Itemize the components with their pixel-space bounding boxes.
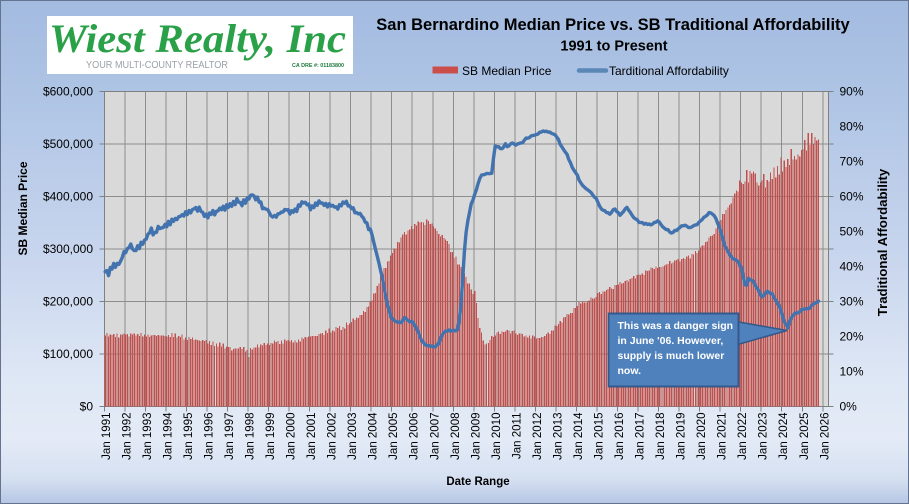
svg-text:Tarditional Affordability: Tarditional Affordability <box>609 64 729 78</box>
svg-text:Jan 2010: Jan 2010 <box>491 413 503 460</box>
svg-text:Jan 1999: Jan 1999 <box>265 413 277 460</box>
svg-text:Jan 1993: Jan 1993 <box>142 413 154 460</box>
svg-text:70%: 70% <box>840 155 864 169</box>
svg-text:Jan 2000: Jan 2000 <box>286 413 298 460</box>
svg-text:$0: $0 <box>80 400 94 414</box>
svg-text:Jan 2016: Jan 2016 <box>614 413 626 460</box>
svg-text:Jan 2024: Jan 2024 <box>778 412 790 460</box>
svg-text:Jan 1994: Jan 1994 <box>162 412 174 460</box>
svg-text:Jan 2014: Jan 2014 <box>573 412 585 460</box>
svg-text:Jan 2002: Jan 2002 <box>327 413 339 460</box>
svg-text:Wiest Realty, Inc: Wiest Realty, Inc <box>49 16 346 61</box>
svg-text:$100,000: $100,000 <box>43 347 93 361</box>
svg-text:Jan 2025: Jan 2025 <box>799 413 811 460</box>
svg-text:Jan 1992: Jan 1992 <box>121 413 133 460</box>
svg-text:Jan 2011: Jan 2011 <box>511 413 523 459</box>
svg-text:60%: 60% <box>840 190 864 204</box>
svg-text:80%: 80% <box>840 120 864 134</box>
svg-text:10%: 10% <box>840 365 864 379</box>
svg-text:Jan 2012: Jan 2012 <box>532 413 544 460</box>
svg-text:YOUR MULTI-COUNTY REALTOR: YOUR MULTI-COUNTY REALTOR <box>86 60 228 71</box>
svg-text:90%: 90% <box>840 85 864 99</box>
svg-text:supply is much lower: supply is much lower <box>618 350 725 362</box>
svg-text:$400,000: $400,000 <box>43 190 93 204</box>
svg-text:Jan 2020: Jan 2020 <box>696 413 708 460</box>
svg-text:Jan 2006: Jan 2006 <box>409 413 421 460</box>
svg-text:now.: now. <box>618 365 642 377</box>
svg-text:0%: 0% <box>840 400 858 414</box>
svg-text:Jan 2018: Jan 2018 <box>655 413 667 460</box>
svg-text:Jan 1991: Jan 1991 <box>101 413 113 460</box>
svg-text:Jan 2007: Jan 2007 <box>429 413 441 460</box>
svg-text:50%: 50% <box>840 225 864 239</box>
svg-text:San Bernardino Median Price vs: San Bernardino Median Price vs. SB Tradi… <box>376 16 850 34</box>
svg-text:30%: 30% <box>840 295 864 309</box>
svg-text:Jan 1996: Jan 1996 <box>203 413 215 460</box>
svg-text:Jan 2009: Jan 2009 <box>470 413 482 460</box>
svg-text:Date Range: Date Range <box>446 476 509 488</box>
svg-text:Jan 2013: Jan 2013 <box>552 413 564 460</box>
svg-text:Jan 2022: Jan 2022 <box>737 413 749 460</box>
svg-text:Jan 2015: Jan 2015 <box>593 413 605 460</box>
svg-text:20%: 20% <box>840 330 864 344</box>
svg-text:Jan 2008: Jan 2008 <box>450 413 462 460</box>
svg-text:SB Median Price: SB Median Price <box>16 161 30 255</box>
svg-text:CA DRE #: 01183800: CA DRE #: 01183800 <box>292 63 344 69</box>
svg-text:1991 to Present: 1991 to Present <box>560 39 667 55</box>
svg-text:SB Median Price: SB Median Price <box>462 64 552 78</box>
svg-text:Jan 2021: Jan 2021 <box>717 413 729 460</box>
svg-text:$500,000: $500,000 <box>43 137 93 151</box>
svg-text:Jan 2001: Jan 2001 <box>306 413 318 460</box>
svg-text:Jan 1997: Jan 1997 <box>224 413 236 460</box>
svg-text:$200,000: $200,000 <box>43 295 93 309</box>
svg-text:Jan 2017: Jan 2017 <box>635 413 647 460</box>
svg-text:Jan 2019: Jan 2019 <box>676 413 688 460</box>
svg-text:$600,000: $600,000 <box>43 85 93 99</box>
svg-text:40%: 40% <box>840 260 864 274</box>
svg-text:Jan 2004: Jan 2004 <box>368 412 380 460</box>
svg-text:Jan 2023: Jan 2023 <box>758 413 770 460</box>
svg-text:Jan 1995: Jan 1995 <box>183 413 195 460</box>
svg-text:Jan 2026: Jan 2026 <box>819 413 831 460</box>
svg-text:Jan 2005: Jan 2005 <box>388 413 400 460</box>
svg-text:This was a danger sign: This was a danger sign <box>618 320 734 332</box>
svg-text:$300,000: $300,000 <box>43 242 93 256</box>
svg-text:in June '06. However,: in June '06. However, <box>618 335 724 347</box>
svg-text:Traditional Affordability: Traditional Affordability <box>875 168 890 316</box>
svg-text:Jan 1998: Jan 1998 <box>245 413 257 460</box>
svg-text:Jan 2003: Jan 2003 <box>347 413 359 460</box>
